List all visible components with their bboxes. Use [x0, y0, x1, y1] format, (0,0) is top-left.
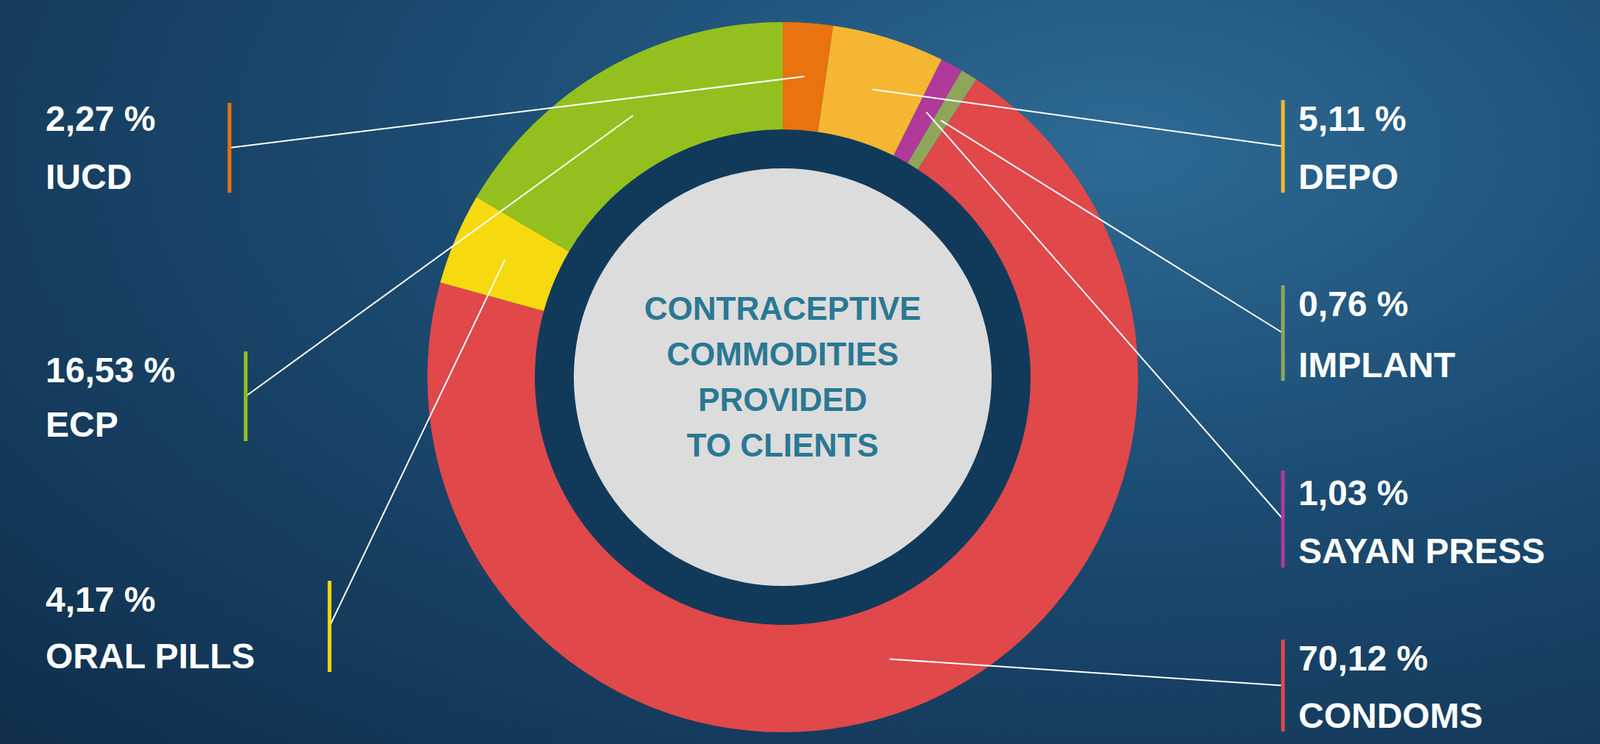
svg-text:2,27 %: 2,27 %: [45, 99, 156, 139]
svg-text:ECP: ECP: [45, 405, 119, 445]
svg-text:0,76 %: 0,76 %: [1298, 284, 1408, 324]
svg-text:IMPLANT: IMPLANT: [1298, 345, 1456, 385]
html-text:TO CLIENTS: TO CLIENTS: [686, 427, 879, 464]
svg-text:70,12 %: 70,12 %: [1298, 639, 1428, 679]
svg-text:CONDOMS: CONDOMS: [1298, 696, 1484, 736]
svg-text:1,03 %: 1,03 %: [1298, 473, 1408, 513]
svg-text:16,53 %: 16,53 %: [45, 350, 176, 390]
html-text:PROVIDED: PROVIDED: [698, 381, 868, 418]
svg-text:IUCD: IUCD: [45, 157, 132, 197]
html-text:CONTRACEPTIVE: CONTRACEPTIVE: [644, 290, 922, 327]
svg-text:DEPO: DEPO: [1298, 157, 1399, 197]
svg-text:ORAL PILLS: ORAL PILLS: [45, 637, 255, 677]
html-text:COMMODITIES: COMMODITIES: [666, 336, 899, 373]
svg-text:SAYAN PRESS: SAYAN PRESS: [1298, 531, 1545, 571]
svg-text:4,17 %: 4,17 %: [45, 580, 156, 620]
svg-text:5,11 %: 5,11 %: [1298, 99, 1407, 139]
